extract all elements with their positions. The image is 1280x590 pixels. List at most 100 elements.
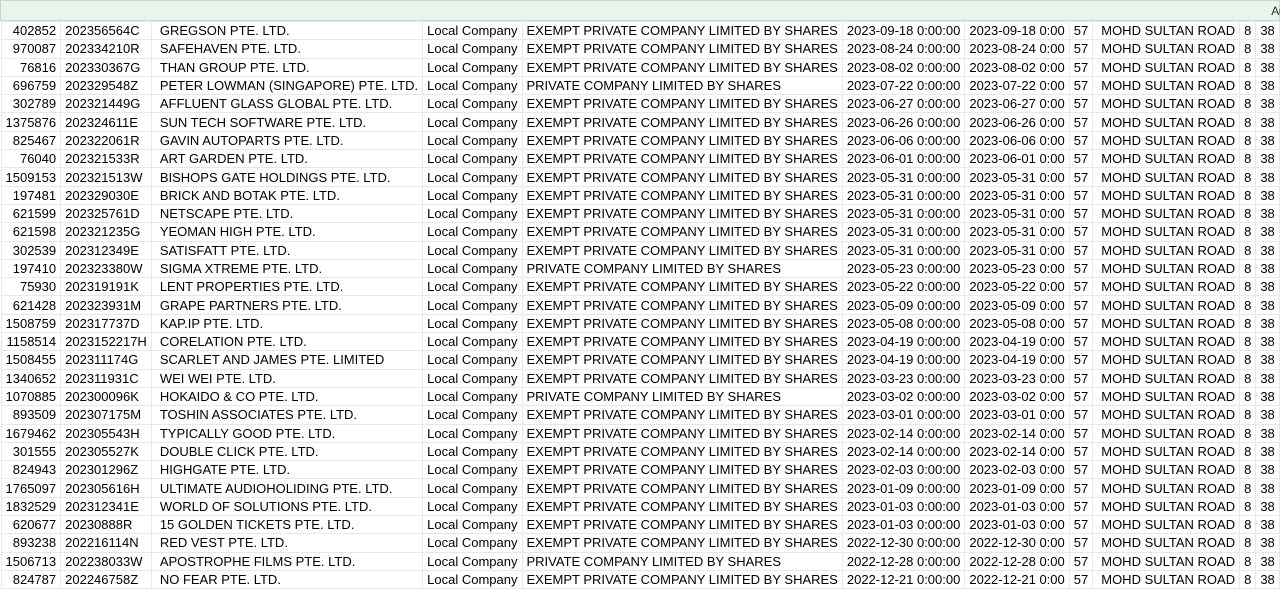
cell-J[interactable]: 2023-05-31 0:00:00	[842, 223, 964, 241]
cell-B[interactable]: 202325761D	[61, 204, 152, 222]
table-row[interactable]: 1375876202324611ESUN TECH SOFTWARE PTE. …	[1, 113, 1279, 131]
cell-E[interactable]: Local Company	[423, 40, 522, 58]
cell-M[interactable]: 57	[1069, 424, 1092, 442]
cell-M[interactable]: 57	[1069, 186, 1092, 204]
cell-P[interactable]: 38	[1256, 497, 1279, 515]
cell-E[interactable]: Local Company	[423, 131, 522, 149]
cell-O[interactable]: 8	[1240, 95, 1256, 113]
cell-P[interactable]: 38	[1256, 168, 1279, 186]
cell-D[interactable]: SIGMA XTREME PTE. LTD.	[151, 259, 422, 277]
cell-N[interactable]: MOHD SULTAN ROAD	[1093, 241, 1240, 259]
cell-A[interactable]: 76040	[1, 150, 61, 168]
cell-B[interactable]: 202356564C	[61, 22, 152, 40]
cell-A[interactable]: 402852	[1, 22, 61, 40]
cell-N[interactable]: MOHD SULTAN ROAD	[1093, 387, 1240, 405]
cell-A[interactable]: 301555	[1, 442, 61, 460]
cell-B[interactable]: 2023152217H	[61, 333, 152, 351]
cell-N[interactable]: MOHD SULTAN ROAD	[1093, 333, 1240, 351]
cell-J[interactable]: 2022-12-21 0:00:00	[842, 570, 964, 588]
cell-P[interactable]: 38	[1256, 223, 1279, 241]
cell-E[interactable]: Local Company	[423, 516, 522, 534]
cell-J[interactable]: 2023-06-27 0:00:00	[842, 95, 964, 113]
cell-B[interactable]: 202321513W	[61, 168, 152, 186]
cell-K[interactable]: 2023-06-06 0:00	[965, 131, 1069, 149]
cell-G[interactable]: EXEMPT PRIVATE COMPANY LIMITED BY SHARES	[522, 570, 842, 588]
cell-M[interactable]: 57	[1069, 95, 1092, 113]
cell-M[interactable]: 57	[1069, 461, 1092, 479]
cell-D[interactable]: THAN GROUP PTE. LTD.	[151, 58, 422, 76]
table-row[interactable]: 62067720230888R15 GOLDEN TICKETS PTE. LT…	[1, 516, 1279, 534]
cell-D[interactable]: CORELATION PTE. LTD.	[151, 333, 422, 351]
cell-P[interactable]: 38	[1256, 369, 1279, 387]
table-row[interactable]: 970087202334210RSAFEHAVEN PTE. LTD.Local…	[1, 40, 1279, 58]
cell-J[interactable]: 2023-03-23 0:00:00	[842, 369, 964, 387]
table-row[interactable]: 825467202322061RGAVIN AUTOPARTS PTE. LTD…	[1, 131, 1279, 149]
cell-E[interactable]: Local Company	[423, 278, 522, 296]
cell-M[interactable]: 57	[1069, 131, 1092, 149]
cell-J[interactable]: 2023-09-18 0:00:00	[842, 22, 964, 40]
table-row[interactable]: 696759202329548ZPETER LOWMAN (SINGAPORE)…	[1, 76, 1279, 94]
cell-K[interactable]: 2023-02-03 0:00	[965, 461, 1069, 479]
cell-K[interactable]: 2023-05-31 0:00	[965, 168, 1069, 186]
cell-J[interactable]: 2023-01-03 0:00:00	[842, 516, 964, 534]
cell-E[interactable]: Local Company	[423, 552, 522, 570]
cell-P[interactable]: 38	[1256, 534, 1279, 552]
cell-A[interactable]: 970087	[1, 40, 61, 58]
cell-K[interactable]: 2023-05-23 0:00	[965, 259, 1069, 277]
cell-A[interactable]: 197410	[1, 259, 61, 277]
table-row[interactable]: 621598202321235GYEOMAN HIGH PTE. LTD.Loc…	[1, 223, 1279, 241]
cell-N[interactable]: MOHD SULTAN ROAD	[1093, 22, 1240, 40]
cell-B[interactable]: 202322061R	[61, 131, 152, 149]
cell-E[interactable]: Local Company	[423, 76, 522, 94]
cell-J[interactable]: 2023-07-22 0:00:00	[842, 76, 964, 94]
cell-B[interactable]: 202329030E	[61, 186, 152, 204]
cell-P[interactable]: 38	[1256, 76, 1279, 94]
cell-J[interactable]: 2023-06-26 0:00:00	[842, 113, 964, 131]
cell-O[interactable]: 8	[1240, 516, 1256, 534]
cell-P[interactable]: 38	[1256, 131, 1279, 149]
cell-D[interactable]: HOKAIDO & CO PTE. LTD.	[151, 387, 422, 405]
table-row[interactable]: 1340652202311931CWEI WEI PTE. LTD.Local …	[1, 369, 1279, 387]
cell-G[interactable]: EXEMPT PRIVATE COMPANY LIMITED BY SHARES	[522, 186, 842, 204]
cell-D[interactable]: SAFEHAVEN PTE. LTD.	[151, 40, 422, 58]
cell-G[interactable]: PRIVATE COMPANY LIMITED BY SHARES	[522, 387, 842, 405]
cell-O[interactable]: 8	[1240, 534, 1256, 552]
cell-O[interactable]: 8	[1240, 241, 1256, 259]
cell-O[interactable]: 8	[1240, 259, 1256, 277]
cell-K[interactable]: 2023-03-23 0:00	[965, 369, 1069, 387]
cell-G[interactable]: EXEMPT PRIVATE COMPANY LIMITED BY SHARES	[522, 58, 842, 76]
table-row[interactable]: 1679462202305543HTYPICALLY GOOD PTE. LTD…	[1, 424, 1279, 442]
table-row[interactable]: 302539202312349ESATISFATT PTE. LTD.Local…	[1, 241, 1279, 259]
cell-O[interactable]: 8	[1240, 40, 1256, 58]
cell-E[interactable]: Local Company	[423, 58, 522, 76]
cell-G[interactable]: EXEMPT PRIVATE COMPANY LIMITED BY SHARES	[522, 424, 842, 442]
cell-N[interactable]: MOHD SULTAN ROAD	[1093, 223, 1240, 241]
cell-M[interactable]: 57	[1069, 278, 1092, 296]
cell-J[interactable]: 2023-05-31 0:00:00	[842, 204, 964, 222]
cell-M[interactable]: 57	[1069, 333, 1092, 351]
cell-G[interactable]: EXEMPT PRIVATE COMPANY LIMITED BY SHARES	[522, 534, 842, 552]
cell-P[interactable]: 38	[1256, 570, 1279, 588]
table-row[interactable]: 824943202301296ZHIGHGATE PTE. LTD.Local …	[1, 461, 1279, 479]
cell-D[interactable]: TYPICALLY GOOD PTE. LTD.	[151, 424, 422, 442]
table-row[interactable]: 1508455202311174GSCARLET AND JAMES PTE. …	[1, 351, 1279, 369]
table-row[interactable]: 893509202307175MTOSHIN ASSOCIATES PTE. L…	[1, 406, 1279, 424]
cell-M[interactable]: 57	[1069, 387, 1092, 405]
cell-E[interactable]: Local Company	[423, 22, 522, 40]
cell-A[interactable]: 1832529	[1, 497, 61, 515]
cell-O[interactable]: 8	[1240, 22, 1256, 40]
cell-M[interactable]: 57	[1069, 40, 1092, 58]
cell-O[interactable]: 8	[1240, 497, 1256, 515]
cell-D[interactable]: GAVIN AUTOPARTS PTE. LTD.	[151, 131, 422, 149]
cell-A[interactable]: 1506713	[1, 552, 61, 570]
cell-A[interactable]: 1070885	[1, 387, 61, 405]
cell-A[interactable]: 893238	[1, 534, 61, 552]
cell-M[interactable]: 57	[1069, 516, 1092, 534]
cell-D[interactable]: 15 GOLDEN TICKETS PTE. LTD.	[151, 516, 422, 534]
cell-P[interactable]: 38	[1256, 95, 1279, 113]
cell-J[interactable]: 2023-05-08 0:00:00	[842, 314, 964, 332]
cell-G[interactable]: EXEMPT PRIVATE COMPANY LIMITED BY SHARES	[522, 314, 842, 332]
cell-J[interactable]: 2023-05-09 0:00:00	[842, 296, 964, 314]
cell-O[interactable]: 8	[1240, 186, 1256, 204]
cell-J[interactable]: 2023-01-09 0:00:00	[842, 479, 964, 497]
